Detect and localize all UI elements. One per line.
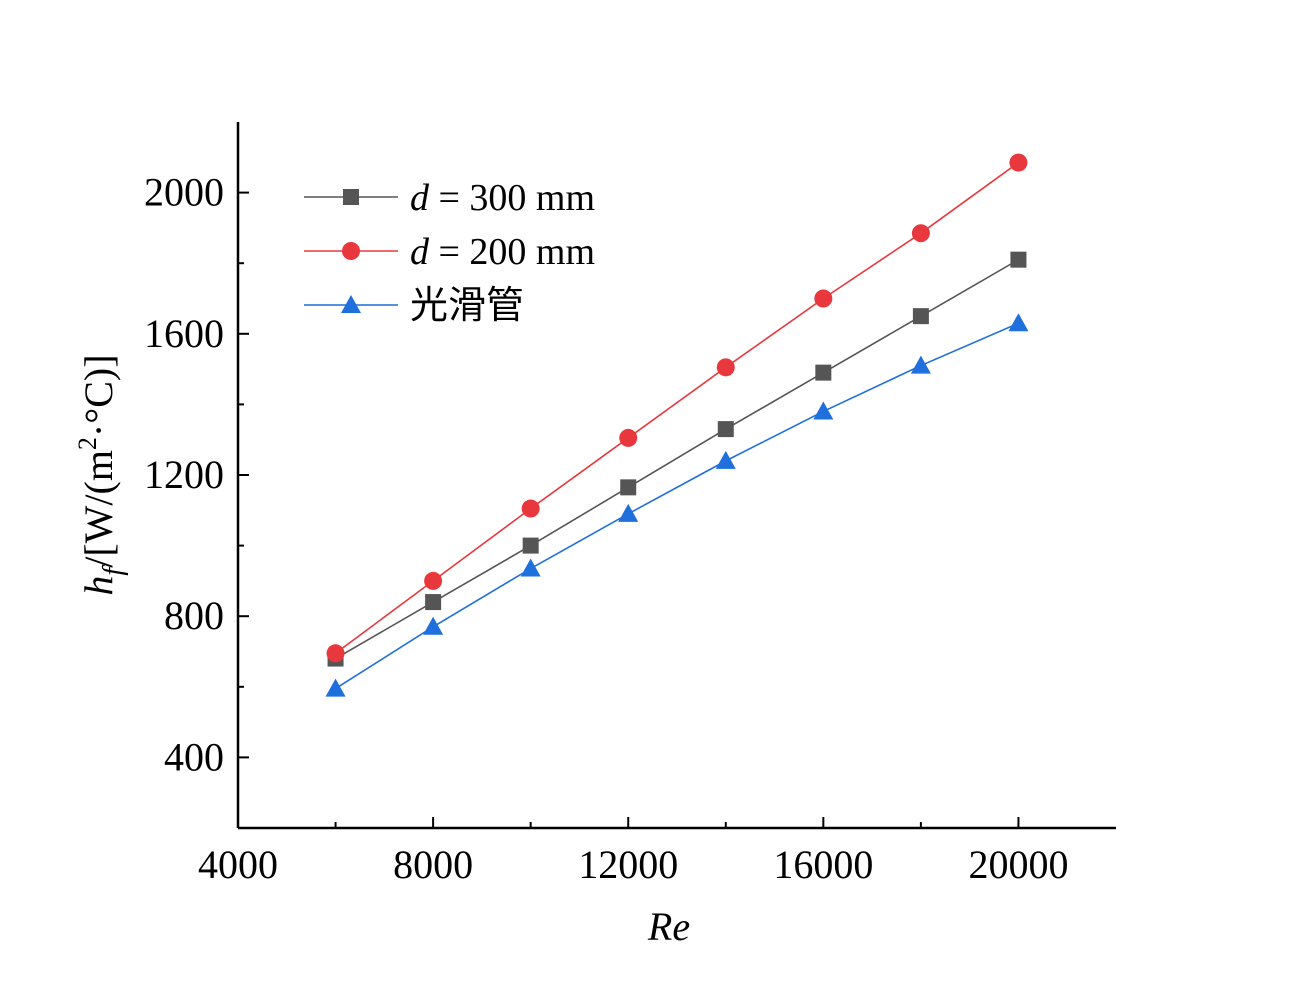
data-point	[1009, 153, 1028, 172]
data-point	[425, 594, 442, 611]
axes	[236, 122, 1116, 830]
legend-label: d = 300 mm	[410, 177, 595, 219]
data-point	[717, 421, 734, 438]
data-point	[325, 678, 346, 697]
ticks: 4000 8000 12000 16000 20000 400 800 1200 1600 200…	[144, 170, 1068, 887]
legend-label: 光滑管	[410, 285, 524, 327]
data-point	[620, 479, 637, 496]
legend-marker	[343, 189, 359, 205]
y-tick-label: 2000	[144, 170, 224, 215]
series-line	[335, 258, 1019, 660]
data-point	[814, 289, 833, 308]
data-point	[716, 358, 735, 377]
series-line	[335, 322, 1019, 690]
x-tick-label: 4000	[198, 842, 278, 887]
series-lines	[335, 161, 1019, 690]
data-point	[522, 537, 539, 554]
y-tick-label: 1200	[144, 452, 224, 497]
data-point	[1010, 251, 1027, 268]
x-tick-label: 12000	[578, 842, 678, 887]
x-tick-label: 8000	[393, 842, 473, 887]
data-point	[424, 571, 443, 590]
data-point	[326, 644, 345, 663]
data-point	[813, 401, 834, 420]
legend: d = 300 mm d = 200 mm 光滑管	[304, 177, 595, 327]
data-point	[1008, 313, 1029, 332]
data-point	[520, 558, 541, 577]
legend-marker	[341, 295, 361, 313]
y-tick-label: 800	[164, 593, 224, 638]
data-point	[912, 308, 929, 325]
series-line	[335, 161, 1019, 654]
x-axis-title: Re	[647, 904, 690, 949]
data-point	[715, 450, 736, 469]
legend-label: d = 200 mm	[410, 231, 595, 273]
data-point	[910, 355, 931, 374]
data-point	[521, 499, 540, 518]
y-axis-title: hf/[W/(m2·°C)]	[73, 354, 129, 595]
x-tick-label: 20000	[968, 842, 1068, 887]
x-tick-label: 16000	[773, 842, 873, 887]
data-point	[618, 503, 639, 522]
y-tick-label: 400	[164, 734, 224, 779]
series-markers	[325, 153, 1029, 697]
data-point	[815, 364, 832, 381]
data-point	[619, 428, 638, 447]
data-point	[423, 616, 444, 635]
legend-marker	[342, 242, 360, 260]
y-tick-label: 1600	[144, 311, 224, 356]
data-point	[911, 224, 930, 243]
